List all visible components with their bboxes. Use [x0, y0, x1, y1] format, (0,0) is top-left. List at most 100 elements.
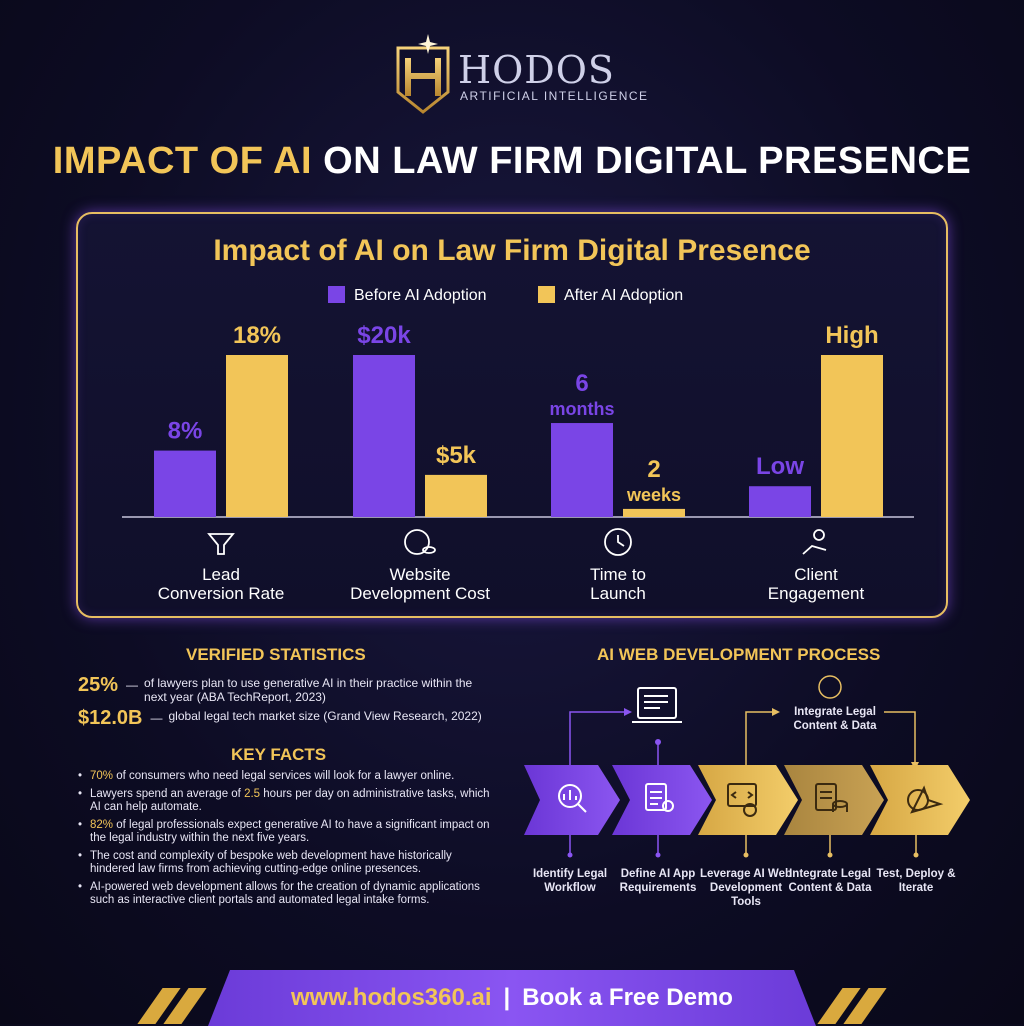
process-step-label: Integrate Legal Content & Data: [788, 868, 872, 894]
stat-item: 25% — of lawyers plan to use generative …: [78, 674, 498, 704]
hodos-logo: [396, 34, 450, 114]
footer-banner[interactable]: www.hodos360.ai | Book a Free Demo: [208, 970, 816, 1026]
category-label: Conversion Rate: [158, 584, 285, 603]
bar-after: [226, 355, 288, 517]
data-label: months: [550, 399, 615, 419]
fact-text-pre: Lawyers spend an average of: [90, 788, 245, 800]
footer-url-link[interactable]: www.hodos360.ai: [291, 984, 492, 1011]
process-chevron: [524, 765, 620, 835]
stat-value: $12.0B: [78, 707, 143, 729]
facts-title: KEY FACTS: [231, 745, 327, 764]
headline-accent: IMPACT OF AI: [52, 140, 313, 182]
fact-highlight: 82%: [90, 819, 114, 831]
process-chevron: [612, 765, 712, 835]
category-label: Time to: [590, 565, 646, 584]
fact-highlight: 70%: [90, 770, 114, 782]
category-label: Client: [794, 565, 838, 584]
process-chevron: [870, 765, 970, 835]
fact-text: of legal professionals expect generative…: [90, 819, 490, 844]
code-brain-icon: [727, 783, 757, 817]
connector-line: [745, 711, 775, 765]
process-step-label: Leverage AI Web Development Tools: [699, 868, 793, 908]
data-label: 6: [575, 370, 588, 397]
process-flow: [524, 675, 970, 858]
bar-after: [821, 355, 883, 517]
document-database-icon: [815, 783, 848, 812]
connector-line: [745, 835, 917, 855]
bar-before: [749, 486, 811, 517]
connector-arrowhead: [624, 708, 632, 716]
step-dots: [743, 852, 919, 858]
connector-line: [569, 835, 659, 855]
category-label: Launch: [590, 584, 646, 603]
category-label: Website: [389, 565, 450, 584]
stats-title: VERIFIED STATISTICS: [186, 645, 366, 664]
funnel-icon: [207, 533, 235, 555]
integrate-top-label: Integrate Legal Content & Data: [793, 706, 877, 732]
footer-separator: |: [503, 984, 511, 1011]
money-coins-icon: [404, 529, 436, 555]
bar-before: [551, 423, 613, 517]
stat-text: global legal tech market size (Grand Vie…: [168, 709, 482, 723]
fact-item: Lawyers spend an average of 2.5 hours pe…: [78, 788, 498, 814]
bar-chart: Impact of AI on Law Firm Digital Presenc…: [122, 234, 914, 603]
brand-subtitle: ARTIFICIAL INTELLIGENCE: [460, 89, 649, 103]
bar-before: [154, 450, 216, 517]
stat-item: $12.0B — global legal tech market size (…: [78, 707, 508, 730]
process-step-label: Test, Deploy & Iterate: [876, 868, 956, 894]
fact-highlight: 2.5: [244, 788, 261, 800]
process-chevron: [784, 765, 884, 835]
fact-text: of consumers who need legal services wil…: [113, 770, 455, 782]
legend-swatch-before: [328, 286, 345, 303]
database-icon: [818, 675, 842, 699]
people-handshake-icon: [802, 529, 827, 555]
rocket-gear-icon: [907, 785, 944, 814]
brand-name: HODOS: [458, 48, 615, 92]
data-label: $5k: [436, 442, 477, 469]
page-headline: IMPACT OF AI ON LAW FIRM DIGITAL PRESENC…: [0, 140, 1024, 183]
process-step-label: Identify Legal Workflow: [532, 868, 608, 894]
fact-item: AI-powered web development allows for th…: [78, 881, 498, 907]
chart-panel: [76, 212, 948, 618]
connector-dot: [655, 739, 661, 745]
bar-after: [623, 508, 685, 517]
data-label: 2: [647, 456, 660, 483]
legend-swatch-after: [538, 286, 555, 303]
fact-text: AI-powered web development allows for th…: [90, 881, 480, 906]
data-label: $20k: [357, 322, 411, 349]
data-label: 18%: [233, 322, 281, 349]
category-label: Lead: [202, 565, 240, 584]
fact-item: 82% of legal professionals expect genera…: [78, 819, 498, 845]
data-label: 8%: [168, 418, 203, 445]
step-dots: [567, 852, 661, 858]
data-label: weeks: [626, 485, 681, 505]
clock-icon: [604, 528, 632, 556]
connector-line: [884, 711, 916, 765]
stat-text: of lawyers plan to use generative AI in …: [144, 676, 473, 704]
stat-dash: —: [150, 711, 163, 725]
data-label: Low: [756, 453, 804, 480]
book-demo-link[interactable]: Book a Free Demo: [522, 984, 733, 1011]
connector-arrowhead: [772, 708, 780, 716]
fact-item: 70% of consumers who need legal services…: [78, 770, 498, 783]
legend-label-after: After AI Adoption: [564, 287, 683, 304]
connector-line: [569, 711, 628, 765]
process-chevron: [698, 765, 798, 835]
fact-text: hours per day on administrative tasks, w…: [90, 788, 490, 813]
category-label: Engagement: [768, 584, 865, 603]
checklist-gear-icon: [645, 783, 674, 812]
data-label: High: [825, 322, 878, 349]
laptop-document-icon: [632, 687, 682, 723]
facts-list: 70% of consumers who need legal services…: [78, 770, 498, 912]
chart-title: Impact of AI on Law Firm Digital Presenc…: [213, 234, 810, 267]
headline-rest: ON LAW FIRM DIGITAL PRESENCE: [323, 140, 972, 182]
magnifier-chart-icon: [558, 784, 587, 813]
stat-dash: —: [126, 678, 139, 692]
stat-value: 25%: [78, 674, 119, 696]
process-step-label: Define AI App Requirements: [619, 868, 697, 894]
fact-item: The cost and complexity of bespoke web d…: [78, 850, 498, 876]
fact-text: The cost and complexity of bespoke web d…: [90, 850, 452, 875]
bar-before: [353, 355, 415, 517]
legend-label-before: Before AI Adoption: [354, 287, 487, 304]
process-title: AI WEB DEVELOPMENT PROCESS: [597, 645, 881, 664]
